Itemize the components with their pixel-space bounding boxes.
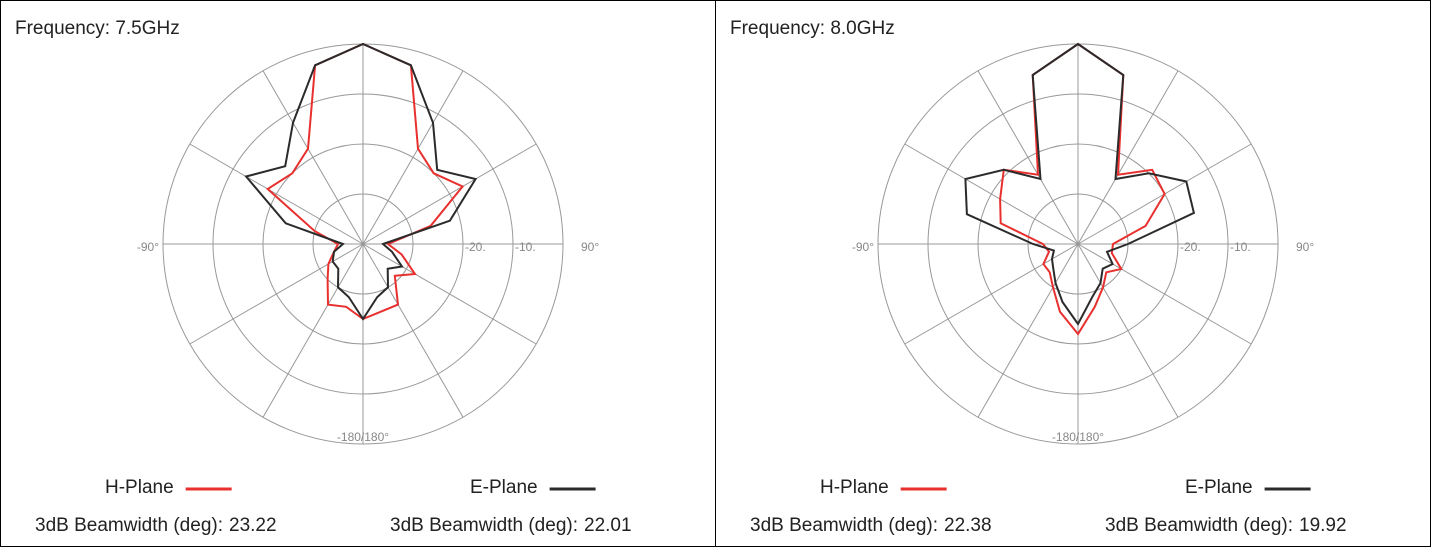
theta-label: -180/180° bbox=[337, 430, 389, 444]
grid-spoke bbox=[362, 243, 537, 345]
grid-spoke bbox=[262, 70, 364, 245]
grid-spoke bbox=[189, 143, 364, 245]
beamwidth-label: 3dB Beamwidth (deg): bbox=[750, 515, 938, 536]
polar-chart: Frequency: 7.5GHz -20. -10. -90° 90° -180/180… bbox=[15, 18, 632, 536]
grid-spoke bbox=[977, 243, 1079, 418]
grid-spoke bbox=[1077, 70, 1179, 245]
grid-spoke bbox=[904, 143, 1079, 245]
grid-spoke bbox=[362, 243, 464, 418]
panel-border bbox=[715, 0, 1431, 547]
r-tick-label: -10. bbox=[1230, 240, 1251, 254]
grid-spoke bbox=[1077, 243, 1252, 345]
theta-label: 90° bbox=[1296, 240, 1314, 254]
r-tick-label: -20. bbox=[1180, 240, 1201, 254]
legend-label: E-Plane bbox=[1185, 477, 1253, 498]
theta-label: -180/180° bbox=[1052, 430, 1104, 444]
grid-spoke bbox=[362, 70, 464, 245]
polar-chart: Frequency: 8.0GHz -20. -10. -90° 90° -180/180… bbox=[730, 18, 1347, 536]
grid-spoke bbox=[904, 243, 1079, 345]
grid-spoke bbox=[977, 70, 1079, 245]
beamwidth-value: 23.22 bbox=[229, 515, 277, 536]
r-tick-label: -20. bbox=[465, 240, 486, 254]
theta-label: -90° bbox=[852, 240, 874, 254]
beamwidth-value: 19.92 bbox=[1299, 515, 1347, 536]
legend-label: H-Plane bbox=[820, 477, 889, 498]
chart-title: Frequency: 7.5GHz bbox=[15, 18, 180, 39]
beamwidth-value: 22.38 bbox=[944, 515, 992, 536]
theta-label: 90° bbox=[581, 240, 599, 254]
beamwidth-value: 22.01 bbox=[584, 515, 632, 536]
grid-spoke bbox=[262, 243, 364, 418]
chart-title: Frequency: 8.0GHz bbox=[730, 18, 895, 39]
beamwidth-label: 3dB Beamwidth (deg): bbox=[1105, 515, 1293, 536]
legend-label: H-Plane bbox=[105, 477, 174, 498]
pattern-line bbox=[244, 42, 478, 321]
legend-label: E-Plane bbox=[470, 477, 538, 498]
pattern-line bbox=[964, 42, 1196, 326]
panel-border bbox=[0, 0, 716, 547]
grid-spoke bbox=[189, 243, 364, 345]
pattern-line bbox=[266, 42, 465, 321]
pattern-line bbox=[999, 42, 1166, 336]
theta-label: -90° bbox=[137, 240, 159, 254]
grid-spoke bbox=[362, 143, 537, 245]
beamwidth-label: 3dB Beamwidth (deg): bbox=[35, 515, 223, 536]
r-tick-label: -10. bbox=[515, 240, 536, 254]
beamwidth-label: 3dB Beamwidth (deg): bbox=[390, 515, 578, 536]
grid-spoke bbox=[1077, 243, 1179, 418]
